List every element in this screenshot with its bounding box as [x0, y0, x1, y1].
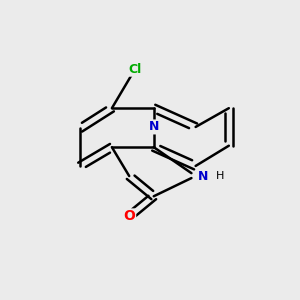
Text: Cl: Cl	[128, 63, 142, 76]
Text: H: H	[215, 171, 224, 181]
Text: N: N	[148, 121, 159, 134]
Text: N: N	[198, 169, 208, 182]
Text: O: O	[123, 209, 135, 224]
